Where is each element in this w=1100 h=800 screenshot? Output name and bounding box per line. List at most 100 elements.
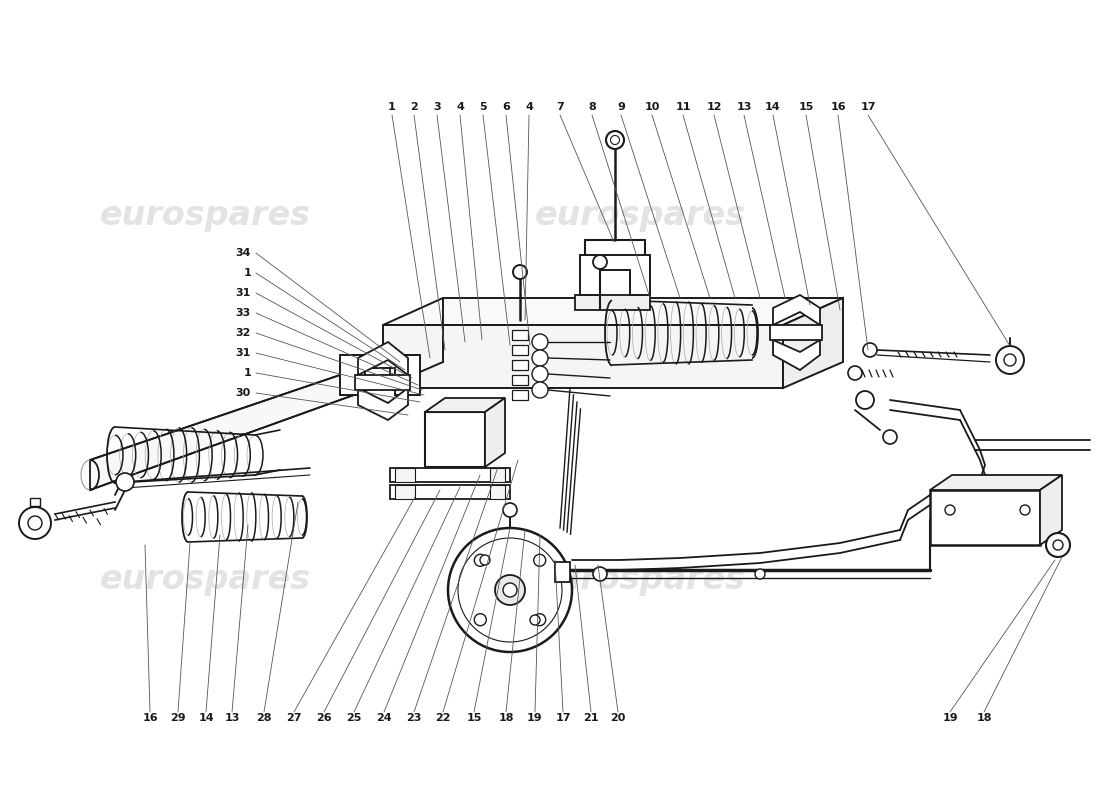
Circle shape xyxy=(503,583,517,597)
Circle shape xyxy=(28,516,42,530)
Circle shape xyxy=(532,334,548,350)
Polygon shape xyxy=(1040,475,1062,545)
Polygon shape xyxy=(773,295,820,325)
Bar xyxy=(395,485,415,499)
Text: 20: 20 xyxy=(610,713,626,723)
Bar xyxy=(30,498,40,506)
Circle shape xyxy=(532,382,548,398)
Bar xyxy=(930,490,1040,545)
Circle shape xyxy=(996,346,1024,374)
Circle shape xyxy=(530,615,540,625)
Circle shape xyxy=(532,366,548,382)
Text: 2: 2 xyxy=(410,102,418,112)
Text: 25: 25 xyxy=(346,713,362,723)
Circle shape xyxy=(474,554,486,566)
Text: eurospares: eurospares xyxy=(535,563,746,597)
Circle shape xyxy=(474,614,486,626)
Text: 11: 11 xyxy=(675,102,691,112)
Circle shape xyxy=(513,265,527,279)
Polygon shape xyxy=(383,298,843,325)
Polygon shape xyxy=(358,388,408,420)
Bar xyxy=(490,468,505,482)
Text: 13: 13 xyxy=(224,713,240,723)
Circle shape xyxy=(945,505,955,515)
Circle shape xyxy=(883,430,896,444)
Text: 21: 21 xyxy=(583,713,598,723)
Text: 27: 27 xyxy=(286,713,301,723)
Bar xyxy=(390,485,510,499)
Text: 33: 33 xyxy=(235,308,251,318)
Circle shape xyxy=(19,507,51,539)
Polygon shape xyxy=(485,398,505,467)
Text: eurospares: eurospares xyxy=(535,198,746,231)
Circle shape xyxy=(1046,533,1070,557)
Polygon shape xyxy=(580,255,650,295)
Polygon shape xyxy=(358,342,408,375)
Circle shape xyxy=(856,391,875,409)
Text: 23: 23 xyxy=(406,713,421,723)
Text: 26: 26 xyxy=(316,713,332,723)
Polygon shape xyxy=(556,562,570,582)
Text: 17: 17 xyxy=(556,713,571,723)
Text: 28: 28 xyxy=(256,713,272,723)
Circle shape xyxy=(1004,354,1016,366)
Text: 31: 31 xyxy=(235,348,251,358)
Text: 31: 31 xyxy=(235,288,251,298)
Text: 18: 18 xyxy=(498,713,514,723)
Circle shape xyxy=(848,366,862,380)
Text: 16: 16 xyxy=(142,713,157,723)
Circle shape xyxy=(480,555,490,565)
Text: 15: 15 xyxy=(799,102,814,112)
Text: eurospares: eurospares xyxy=(99,563,310,597)
Text: 4: 4 xyxy=(525,102,532,112)
Circle shape xyxy=(495,575,525,605)
Text: 8: 8 xyxy=(588,102,596,112)
Text: 34: 34 xyxy=(235,248,251,258)
Text: 14: 14 xyxy=(198,713,213,723)
Text: 18: 18 xyxy=(977,713,992,723)
Circle shape xyxy=(1053,540,1063,550)
Bar xyxy=(512,390,528,400)
Bar xyxy=(512,360,528,370)
Text: eurospares: eurospares xyxy=(99,198,310,231)
Circle shape xyxy=(448,528,572,652)
Bar xyxy=(770,325,822,340)
Polygon shape xyxy=(930,475,1062,490)
Circle shape xyxy=(534,554,546,566)
Polygon shape xyxy=(575,295,650,310)
Text: 32: 32 xyxy=(235,328,251,338)
Text: 30: 30 xyxy=(235,388,251,398)
Text: 6: 6 xyxy=(502,102,510,112)
Text: 24: 24 xyxy=(376,713,392,723)
Text: 10: 10 xyxy=(645,102,660,112)
Bar xyxy=(490,485,505,499)
Circle shape xyxy=(606,131,624,149)
Text: 1: 1 xyxy=(243,268,251,278)
Text: 1: 1 xyxy=(388,102,396,112)
Bar xyxy=(512,375,528,385)
Polygon shape xyxy=(90,358,390,490)
Bar xyxy=(355,375,410,390)
Text: 19: 19 xyxy=(943,713,958,723)
Bar xyxy=(512,330,528,340)
Polygon shape xyxy=(383,325,783,388)
Circle shape xyxy=(864,343,877,357)
Text: 3: 3 xyxy=(433,102,441,112)
Circle shape xyxy=(503,503,517,517)
Circle shape xyxy=(755,569,764,579)
Text: 16: 16 xyxy=(830,102,846,112)
Circle shape xyxy=(532,350,548,366)
Text: 13: 13 xyxy=(736,102,751,112)
Bar xyxy=(425,412,485,467)
Text: 12: 12 xyxy=(706,102,722,112)
Text: 7: 7 xyxy=(557,102,564,112)
Circle shape xyxy=(593,255,607,269)
Circle shape xyxy=(1020,505,1030,515)
Text: 5: 5 xyxy=(480,102,487,112)
Polygon shape xyxy=(425,398,505,412)
Text: 17: 17 xyxy=(860,102,876,112)
Text: 19: 19 xyxy=(527,713,542,723)
Polygon shape xyxy=(783,298,843,388)
Text: 22: 22 xyxy=(436,713,451,723)
Circle shape xyxy=(534,614,546,626)
